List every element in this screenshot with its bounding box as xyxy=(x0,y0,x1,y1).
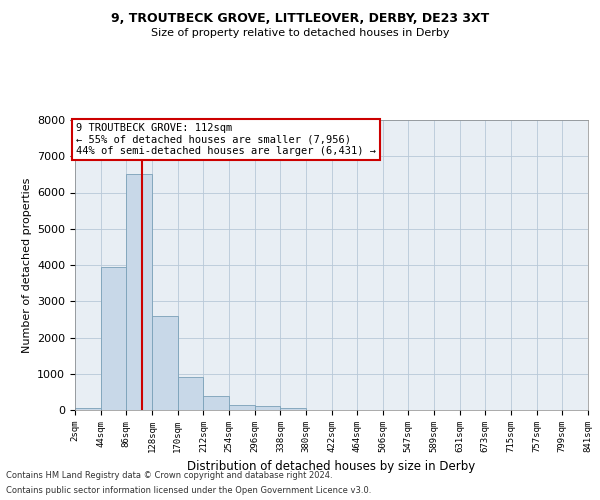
Text: 9, TROUTBECK GROVE, LITTLEOVER, DERBY, DE23 3XT: 9, TROUTBECK GROVE, LITTLEOVER, DERBY, D… xyxy=(111,12,489,26)
Bar xyxy=(101,267,127,410)
Bar xyxy=(229,406,255,410)
X-axis label: Distribution of detached houses by size in Derby: Distribution of detached houses by size … xyxy=(187,460,476,473)
Bar xyxy=(255,406,280,410)
Text: Size of property relative to detached houses in Derby: Size of property relative to detached ho… xyxy=(151,28,449,38)
Bar xyxy=(152,316,178,410)
Bar xyxy=(75,408,101,410)
Bar xyxy=(178,378,203,410)
Text: 9 TROUTBECK GROVE: 112sqm
← 55% of detached houses are smaller (7,956)
44% of se: 9 TROUTBECK GROVE: 112sqm ← 55% of detac… xyxy=(76,123,376,156)
Y-axis label: Number of detached properties: Number of detached properties xyxy=(22,178,32,352)
Bar xyxy=(280,408,306,410)
Text: Contains public sector information licensed under the Open Government Licence v3: Contains public sector information licen… xyxy=(6,486,371,495)
Bar xyxy=(127,174,152,410)
Bar xyxy=(203,396,229,410)
Text: Contains HM Land Registry data © Crown copyright and database right 2024.: Contains HM Land Registry data © Crown c… xyxy=(6,471,332,480)
